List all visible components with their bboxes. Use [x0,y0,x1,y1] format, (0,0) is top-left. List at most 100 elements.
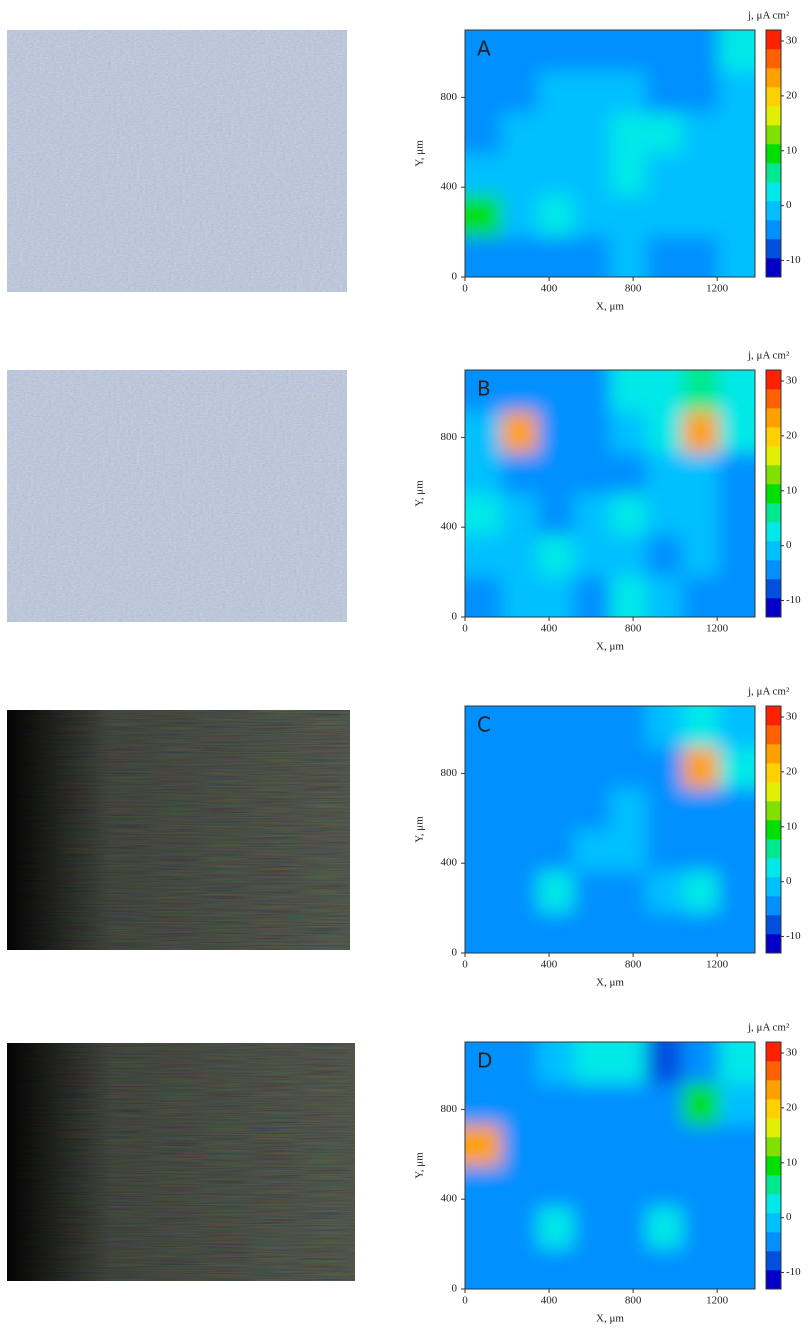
colorbar-swatch [766,446,781,465]
heatmap-cell [646,830,683,872]
colorbar-tick-label: 10 [786,1156,798,1168]
x-tick-label: 400 [541,959,558,971]
y-axis-label: Y, μm [414,140,426,167]
heatmap-cell [646,71,683,113]
y-tick-label: 400 [441,521,458,533]
heatmap-cell [610,1083,647,1125]
colorbar-title: j, μA cm² [747,1022,790,1034]
colorbar-swatch [766,858,781,877]
heatmap-cell [574,350,611,412]
x-axis-label: X, μm [596,301,624,313]
heatmap-cell [538,686,575,748]
heatmap-cell [646,494,683,536]
heatmap-cell [574,576,611,638]
colorbar-tick-label: -10 [786,594,801,606]
colorbar-swatch [766,782,781,801]
heatmap-cell [610,411,647,453]
heatmap-cell [610,154,647,196]
heatmap-cell [646,350,683,412]
panel-label: C [477,713,491,737]
colorbar-swatch [766,201,781,220]
heatmap-cell [501,195,538,237]
colorbar-tick-label: 30 [786,711,798,723]
photo-shade [7,1043,355,1281]
heatmap-cell [501,871,538,913]
heatmap-cell [683,535,720,577]
colorbar-swatch [766,239,781,258]
colorbar-tick-label: 10 [786,144,798,156]
heatmap-cell [538,535,575,577]
heatmap-cell [574,1248,611,1310]
heatmap-cell [683,788,720,830]
heatmap-cells [445,1022,776,1310]
heatmap-cell [683,350,720,412]
heatmap-cell [501,71,538,113]
heatmap-cell [501,576,538,638]
colorbar-tick-label: 20 [786,429,798,441]
heatmap-cell [683,1207,720,1249]
heatmap-cell [610,686,647,748]
heatmap-cell [574,154,611,196]
heatmap-cell [646,686,683,748]
colorbar-swatch [766,744,781,763]
x-tick-label: 400 [541,623,558,635]
heatmap-cell [646,154,683,196]
heatmap-cell [683,1022,720,1084]
colorbar-swatch [766,877,781,896]
colorbar-swatch [766,1099,781,1118]
colorbar-swatch [766,258,781,277]
colorbar-tick-label: 0 [786,875,792,887]
heatmap-cell [646,747,683,789]
y-tick-label: 400 [441,857,458,869]
heatmap-cell [610,71,647,113]
heatmap-cell [501,830,538,872]
heatmap-cell [538,10,575,72]
photo [7,370,347,622]
heatmap-cell [501,411,538,453]
heatmap-cell [445,1248,502,1310]
heatmap-cell [574,236,611,298]
heatmap-cell [445,788,502,830]
x-tick-label: 800 [625,283,642,295]
heatmap-cell [610,1124,647,1166]
heatmap-cell [501,1248,538,1310]
colorbar-tick-label: 20 [786,1101,798,1113]
heatmap-cell [538,195,575,237]
heatmap-cell [501,1166,538,1208]
colorbar-swatch [766,522,781,541]
heatmap-cell [646,112,683,154]
heatmap-cell [646,236,683,298]
heatmap-cell [574,195,611,237]
heatmap-cell [574,112,611,154]
colorbar-tick-label: 10 [786,484,798,496]
colorbar-tick-label: 10 [786,820,798,832]
heatmap-cell [538,788,575,830]
colorbar-swatch [766,1232,781,1251]
x-tick-label: 1200 [706,283,729,295]
heatmap-cell [501,452,538,494]
heatmap-cell [445,686,502,748]
heatmap-cell [538,411,575,453]
heatmap-cell [610,747,647,789]
heatmap-cell [683,747,720,789]
heatmap-cell [445,10,502,72]
heatmap-cell [445,350,502,412]
colorbar-title: j, μA cm² [747,350,790,362]
heatmap-cell [683,112,720,154]
heatmap-cell [646,912,683,974]
colorbar-swatch [766,87,781,106]
colorbar-swatch [766,820,781,839]
colorbar-swatch [766,839,781,858]
heatmap-cell [445,195,502,237]
heatmap-cell [646,1207,683,1249]
colorbar-swatch [766,1042,781,1061]
panel-label: B [477,377,491,401]
heatmap-cell [610,10,647,72]
colorbar-swatch [766,934,781,953]
heatmap-cell [445,871,502,913]
heatmap-cell [538,112,575,154]
x-tick-label: 400 [541,1295,558,1307]
y-axis-label: Y, μm [414,480,426,507]
x-tick-label: 1200 [706,623,729,635]
panel-label: D [477,1049,492,1073]
